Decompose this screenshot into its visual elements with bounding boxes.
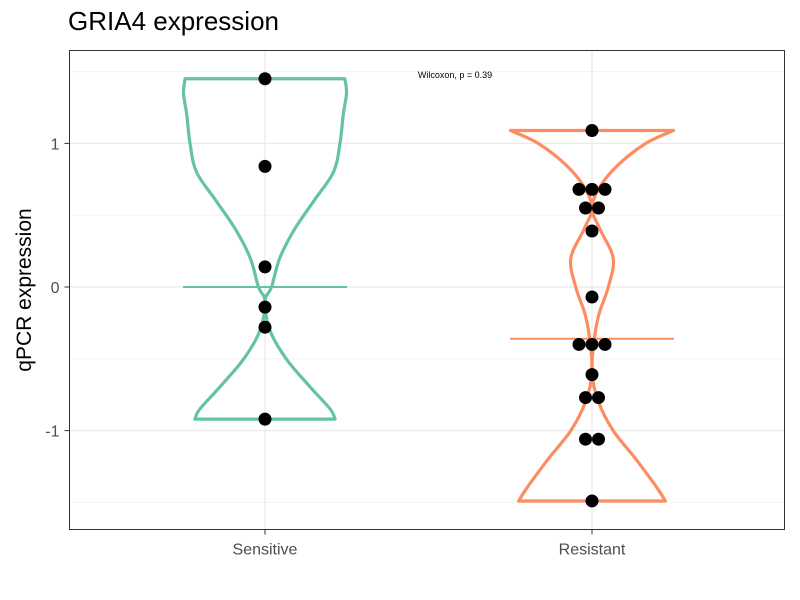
data-point <box>585 182 599 196</box>
y-tick-label: 1 <box>51 136 60 153</box>
data-point <box>579 432 592 446</box>
data-point <box>258 412 272 426</box>
data-point <box>579 201 592 215</box>
data-points <box>258 72 612 508</box>
data-point <box>579 391 592 405</box>
plot-panel-background <box>69 50 785 530</box>
violin-sensitive <box>181 77 349 421</box>
data-point <box>258 72 272 86</box>
chart-title: GRIA4 expression <box>68 6 279 36</box>
data-point <box>258 159 272 173</box>
data-point <box>572 337 586 351</box>
data-point <box>258 260 272 274</box>
data-point <box>592 201 605 215</box>
data-point <box>598 182 612 196</box>
violins <box>181 77 676 503</box>
data-point <box>585 494 599 508</box>
y-tick-label: -1 <box>45 424 59 441</box>
plot-panel-border <box>69 50 785 530</box>
violin-resistant <box>508 128 676 503</box>
data-point <box>585 337 599 351</box>
data-point <box>258 300 272 314</box>
y-axis-title: qPCR expression <box>13 208 36 371</box>
x-tick-label-resistant: Resistant <box>559 542 626 559</box>
y-tick-label: 0 <box>51 280 60 297</box>
data-point <box>598 337 612 351</box>
data-point <box>585 123 599 137</box>
data-point <box>592 432 605 446</box>
axes: -1 0 1 Sensitive Resistant <box>45 136 626 558</box>
data-point <box>585 290 599 304</box>
data-point <box>585 368 599 382</box>
data-point <box>592 391 605 405</box>
data-point <box>585 224 599 238</box>
x-tick-label-sensitive: Sensitive <box>233 542 298 559</box>
wilcoxon-annotation: Wilcoxon, p = 0.39 <box>418 70 492 80</box>
data-point <box>258 320 272 334</box>
data-point <box>572 182 586 196</box>
